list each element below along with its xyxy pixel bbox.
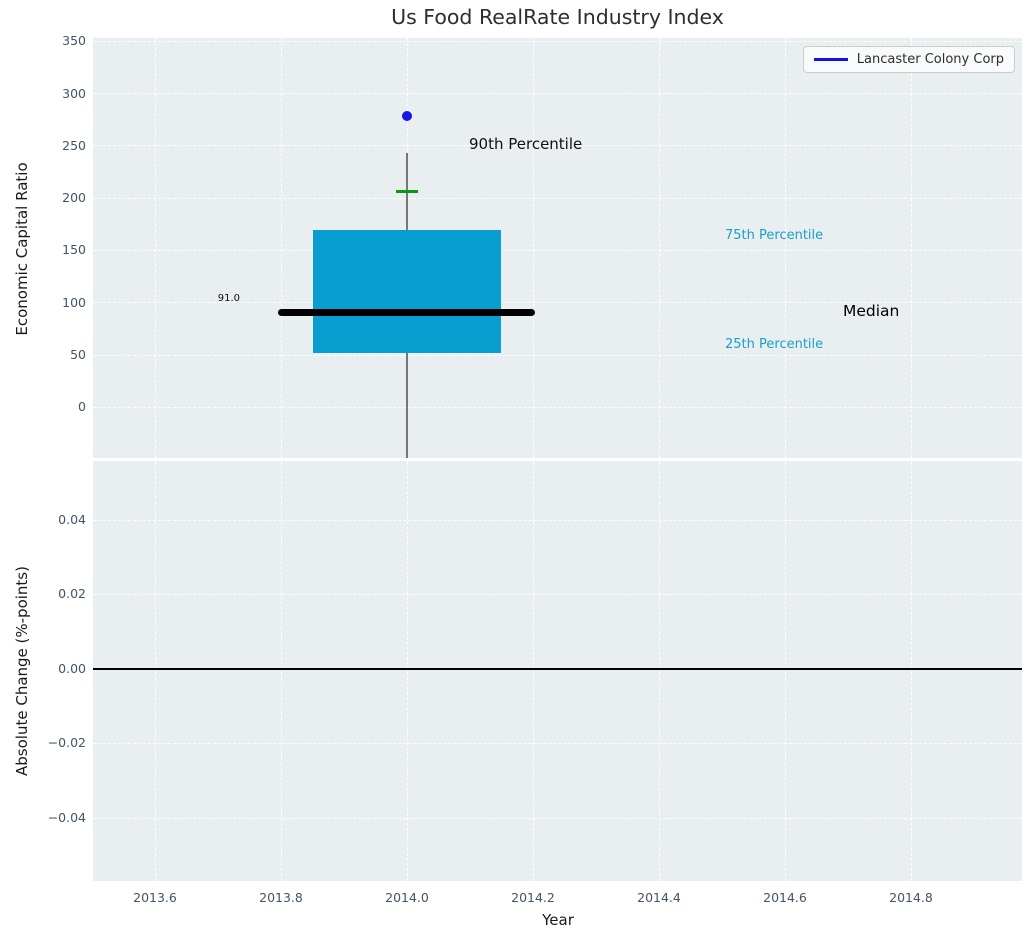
grid-line (93, 407, 1022, 408)
median-annotation: Median (843, 302, 900, 320)
y-tick: 150 (62, 241, 86, 257)
y-tick: 200 (62, 189, 86, 205)
y-tick: −0.02 (47, 734, 86, 750)
legend: Lancaster Colony Corp (802, 46, 1015, 73)
x-tick: 2014.2 (511, 890, 555, 905)
grid-line (281, 461, 282, 881)
y-tick: 0 (78, 398, 86, 414)
y-tick: 0.00 (58, 660, 86, 676)
grid-line (155, 461, 156, 881)
box-rect (313, 230, 501, 353)
grid-line (93, 594, 1022, 595)
box-p90-cap (396, 190, 418, 193)
y-tick: 350 (62, 32, 86, 48)
grid-line (93, 145, 1022, 146)
x-tick: 2013.8 (259, 890, 303, 905)
zero-line (93, 668, 1022, 670)
y-tick: 250 (62, 137, 86, 153)
grid-line (93, 41, 1022, 42)
y-tick: 300 (62, 85, 86, 101)
x-tick: 2014.4 (637, 890, 681, 905)
x-tick: 2014.0 (385, 890, 429, 905)
p25-annotation: 25th Percentile (725, 337, 824, 352)
y-tick: 100 (62, 294, 86, 310)
grid-line (93, 302, 1022, 303)
median-value-label: 91.0 (217, 293, 240, 304)
grid-line (93, 520, 1022, 521)
grid-line (785, 38, 786, 458)
y-tick: −0.04 (47, 809, 86, 825)
y-axis-label-bottom: Absolute Change (%-points) (13, 566, 31, 776)
grid-line (911, 461, 912, 881)
x-tick: 2013.6 (133, 890, 177, 905)
grid-line (785, 461, 786, 881)
grid-line (155, 38, 156, 458)
y-tick: 50 (70, 346, 86, 362)
legend-label: Lancaster Colony Corp (856, 52, 1004, 67)
bottom-axes (93, 461, 1022, 881)
grid-line (93, 198, 1022, 199)
x-tick: 2014.6 (763, 890, 807, 905)
grid-line (93, 743, 1022, 744)
y-axis-label-top: Economic Capital Ratio (13, 162, 31, 336)
y-tick: 0.02 (58, 585, 86, 601)
grid-line (407, 461, 408, 881)
top-axes: 91.0 90th Percentile 75th Percentile 25t… (93, 38, 1022, 458)
grid-line (93, 93, 1022, 94)
grid-line (93, 355, 1022, 356)
grid-line (533, 38, 534, 458)
x-axis-label: Year (542, 911, 574, 929)
company-point (402, 111, 412, 121)
grid-line (281, 38, 282, 458)
grid-line (93, 250, 1022, 251)
grid-line (533, 461, 534, 881)
median-line (278, 309, 535, 316)
grid-line (659, 38, 660, 458)
legend-line-swatch (813, 58, 848, 61)
x-tick: 2014.8 (889, 890, 933, 905)
p90-annotation: 90th Percentile (469, 135, 583, 153)
grid-line (93, 818, 1022, 819)
chart-title: Us Food RealRate Industry Index (391, 5, 724, 29)
y-tick: 0.04 (58, 511, 86, 527)
grid-line (659, 461, 660, 881)
p75-annotation: 75th Percentile (725, 228, 824, 243)
grid-line (911, 38, 912, 458)
